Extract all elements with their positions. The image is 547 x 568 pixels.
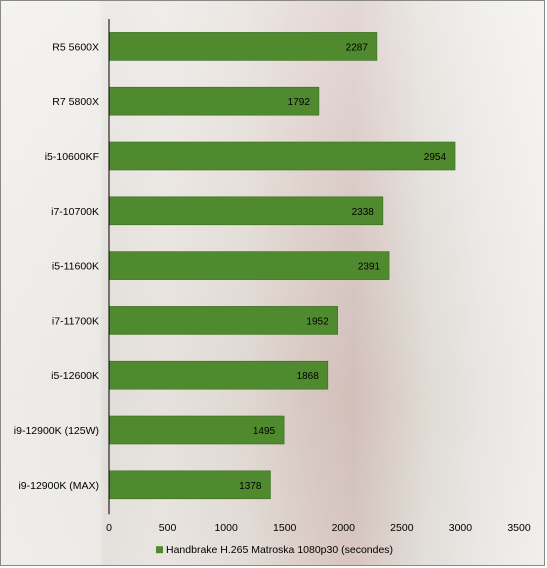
bar-value-label: 2954 xyxy=(424,152,447,163)
legend-entry: Handbrake H.265 Matroska 1080p30 (second… xyxy=(166,544,393,556)
legend: Handbrake H.265 Matroska 1080p30 (second… xyxy=(156,544,393,556)
category-label: R7 5800X xyxy=(52,96,99,108)
category-label: i5-11600K xyxy=(52,261,99,273)
bar-value-label: 1495 xyxy=(253,426,276,437)
bar xyxy=(108,360,329,390)
bar xyxy=(108,86,320,116)
category-label: i7-11700K xyxy=(52,315,99,327)
bar xyxy=(108,32,378,61)
category-label: i5-12600K xyxy=(51,370,99,382)
x-tick-label: 500 xyxy=(159,522,177,534)
x-tick-labels: 0 500 1000 1500 2000 2500 3000 3500 xyxy=(106,522,531,534)
bar-value-label: 2287 xyxy=(346,42,369,53)
bar-value-label: 1378 xyxy=(239,481,262,492)
bar-value-label: 2391 xyxy=(358,262,381,273)
bar xyxy=(108,141,456,171)
bar xyxy=(108,251,390,280)
bar-value-label: 1952 xyxy=(306,316,329,327)
bar-value-label: 2338 xyxy=(352,207,375,218)
x-tick-label: 3500 xyxy=(507,522,531,534)
bar xyxy=(108,196,384,226)
bar xyxy=(108,470,271,500)
x-tick-label: 1500 xyxy=(273,522,297,534)
bar-value-label: 1792 xyxy=(288,97,311,108)
x-tick-label: 1000 xyxy=(214,522,238,534)
category-labels: R5 5600X R7 5800X i5-10600KF i7-10700K i5-11… xyxy=(14,41,99,491)
bar-value-label: 1868 xyxy=(297,371,320,382)
bars-group: 2287 1792 2954 2338 2391 1952 1868 1495 1378 xyxy=(108,32,456,500)
bar xyxy=(108,306,338,335)
category-label: i5-10600KF xyxy=(45,151,99,163)
category-label: i9-12900K (MAX) xyxy=(18,480,99,492)
legend-swatch xyxy=(156,546,163,554)
x-tick-label: 3000 xyxy=(449,522,473,534)
x-tick-label: 2000 xyxy=(332,522,356,534)
x-tick-label: 0 xyxy=(106,522,112,534)
bar xyxy=(108,415,285,445)
x-tick-label: 2500 xyxy=(390,522,414,534)
category-label: i7-10700K xyxy=(51,206,99,218)
category-label: i9-12900K (125W) xyxy=(14,425,99,437)
category-label: R5 5600X xyxy=(52,41,99,53)
